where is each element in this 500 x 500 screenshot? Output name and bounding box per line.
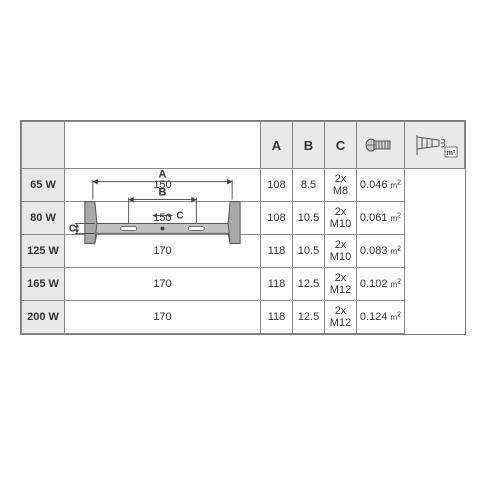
wind-value: 0.124 [360, 311, 388, 323]
header-watt [22, 122, 65, 169]
dim-a-label: A [159, 169, 167, 181]
cell-screw: 2x M12 [325, 268, 357, 301]
screw-icon [364, 135, 398, 155]
cell-b: 118 [261, 268, 293, 301]
cell-c: 10.5 [293, 202, 325, 235]
wind-unit: m2 [391, 280, 402, 289]
wind-value: 0.046 [360, 179, 388, 191]
wind-value: 0.102 [360, 278, 388, 290]
page: A B [0, 0, 500, 500]
cell-c: 12.5 [293, 268, 325, 301]
wind-unit: m2 [391, 313, 402, 322]
cell-watt: 80 W [22, 202, 65, 235]
header-row: A B [22, 122, 465, 169]
dim-c-v-label: C [69, 223, 76, 234]
header-wind: m² [405, 122, 465, 169]
cell-screw: 2x M12 [325, 301, 357, 334]
cell-screw: 2x M10 [325, 202, 357, 235]
cell-b: 118 [261, 235, 293, 268]
cell-watt: 65 W [22, 169, 65, 202]
cell-wind: 0.124 m2 [357, 301, 405, 334]
cell-c: 10.5 [293, 235, 325, 268]
cell-wind: 0.046 m2 [357, 169, 405, 202]
cell-watt: 165 W [22, 268, 65, 301]
cell-c: 12.5 [293, 301, 325, 334]
header-diagram: A B [65, 122, 261, 169]
cell-wind: 0.083 m2 [357, 235, 405, 268]
cell-b: 108 [261, 202, 293, 235]
spec-table-wrap: A B [20, 120, 466, 335]
cell-b: 108 [261, 169, 293, 202]
header-screw [357, 122, 405, 169]
cell-wind: 0.102 m2 [357, 268, 405, 301]
cell-screw: 2x M8 [325, 169, 357, 202]
spec-table: A B [21, 121, 465, 334]
header-a: A [261, 122, 293, 169]
wind-unit: m2 [391, 247, 402, 256]
cell-wind: 0.061 m2 [357, 202, 405, 235]
bracket-diagram: A B [65, 122, 260, 321]
cell-b: 118 [261, 301, 293, 334]
cell-watt: 200 W [22, 301, 65, 334]
cell-screw: 2x M10 [325, 235, 357, 268]
wind-value: 0.061 [360, 212, 388, 224]
dim-b-label: B [159, 187, 167, 199]
svg-text:m²: m² [446, 150, 455, 157]
wind-unit: m2 [391, 214, 402, 223]
dim-c-h-label: C [176, 210, 183, 221]
header-c: C [325, 122, 357, 169]
windsock-icon: m² [411, 131, 459, 159]
cell-c: 8.5 [293, 169, 325, 202]
header-b: B [293, 122, 325, 169]
wind-value: 0.083 [360, 245, 388, 257]
wind-unit: m2 [391, 181, 402, 190]
cell-watt: 125 W [22, 235, 65, 268]
